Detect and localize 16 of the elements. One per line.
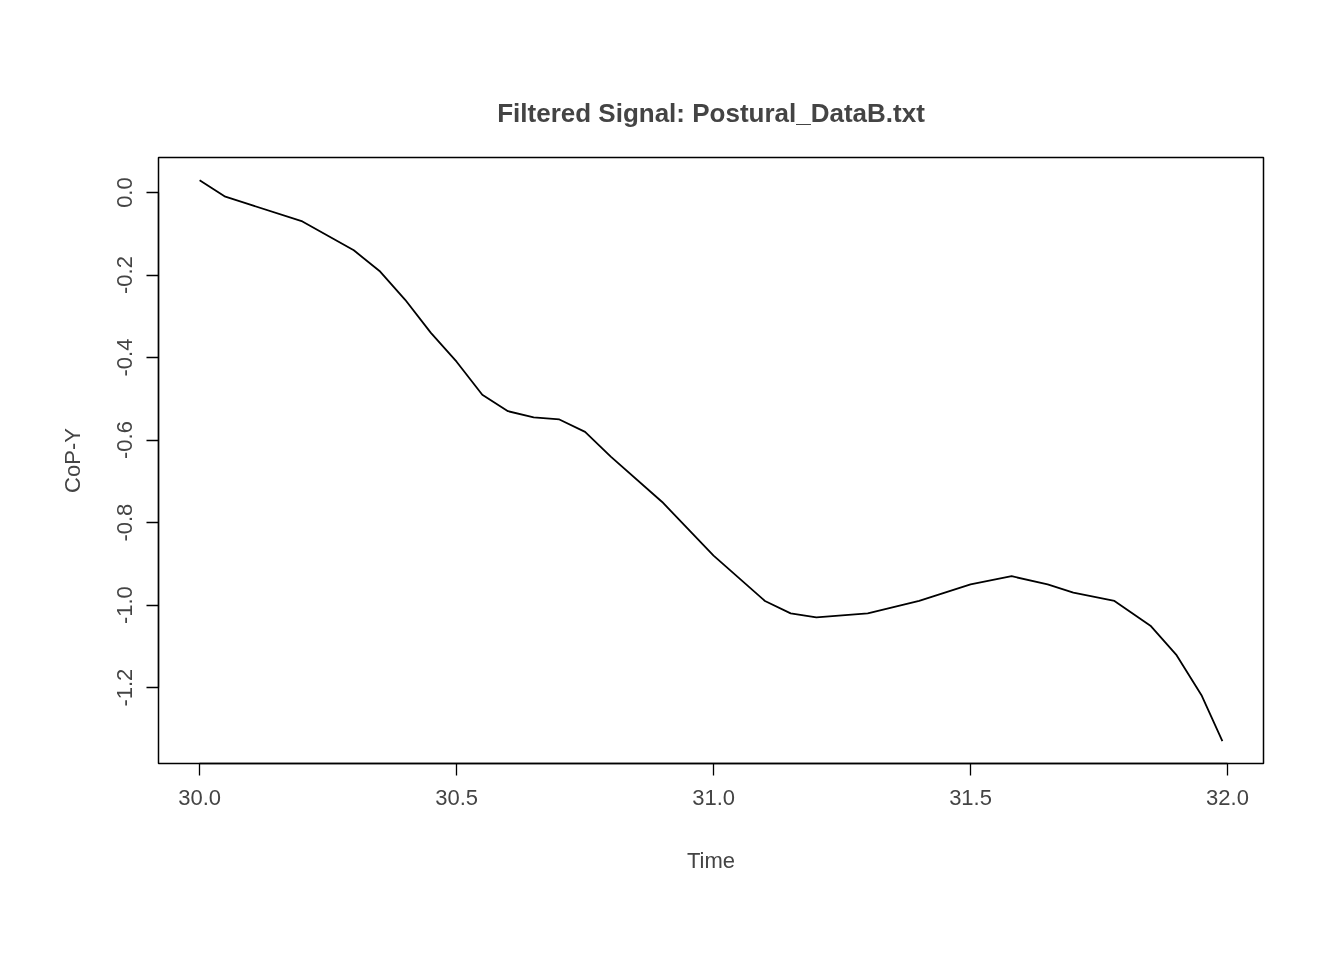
- y-tick-label: -0.8: [112, 503, 138, 542]
- y-tick-label: -1.2: [112, 668, 138, 707]
- y-tick-label: 0.0: [112, 177, 138, 208]
- x-tick-label: 31.5: [949, 784, 992, 810]
- y-tick-label: -0.2: [112, 256, 138, 295]
- y-tick-label: -1.0: [112, 586, 138, 625]
- y-tick-label: -0.4: [112, 338, 138, 377]
- x-tick-label: 30.5: [435, 784, 479, 810]
- x-tick-label: 32.0: [1206, 784, 1249, 810]
- chart-title: Filtered Signal: Postural_DataB.txt: [497, 97, 926, 128]
- x-tick-label: 30.0: [178, 784, 222, 810]
- y-tick-label: -0.6: [112, 421, 138, 460]
- y-axis-title: CoP-Y: [59, 427, 85, 493]
- line-series: [198, 179, 1224, 743]
- x-tick-label: 31.0: [692, 784, 735, 810]
- x-axis-title: Time: [686, 847, 736, 873]
